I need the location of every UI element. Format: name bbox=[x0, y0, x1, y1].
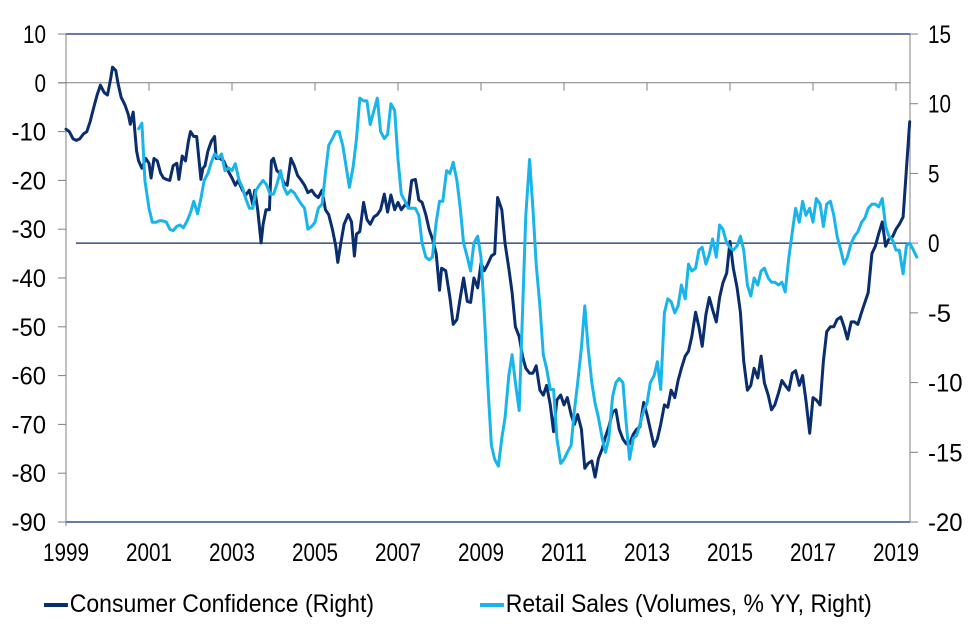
left-axis-tick-label: -60 bbox=[12, 363, 47, 391]
plot-frame bbox=[66, 33, 910, 523]
x-axis-tick-label: 2013 bbox=[624, 539, 670, 567]
right-axis-tick-label: -10 bbox=[928, 370, 963, 398]
legend-swatch-consumer-confidence bbox=[44, 602, 68, 607]
legend-item-consumer-confidence: Consumer Confidence (Right) bbox=[44, 590, 374, 619]
right-axis-tick-label: 15 bbox=[928, 21, 951, 49]
consumer-confidence-line bbox=[64, 65, 912, 479]
left-axis-tick-label: -90 bbox=[12, 509, 47, 537]
legend-item-retail-sales: Retail Sales (Volumes, % YY, Right) bbox=[480, 590, 872, 619]
chart: 10 0 -10 -20 -30 -40 -50 -60 -70 -80 -90 15 10 5 0 -5 -1… bbox=[12, 21, 963, 567]
left-axis-tick-label: -30 bbox=[12, 216, 47, 244]
legend-label-retail-sales: Retail Sales (Volumes, % YY, Right) bbox=[505, 590, 872, 618]
left-axis-tick-label: 0 bbox=[35, 70, 47, 98]
left-axis-tick-label: -70 bbox=[12, 411, 47, 439]
x-axis-tick-label: 1999 bbox=[43, 539, 89, 567]
left-axis-tick-label: -40 bbox=[12, 265, 47, 293]
x-axis-tick-label: 2019 bbox=[873, 539, 919, 567]
x-axis-tick-label: 2007 bbox=[375, 539, 421, 567]
right-axis-tick-label: 0 bbox=[928, 230, 940, 258]
left-axis-tick-label: -50 bbox=[12, 314, 47, 342]
x-axis-tick-label: 2011 bbox=[541, 539, 587, 567]
x-axis-tick-label: 2009 bbox=[458, 539, 504, 567]
left-axis-tick-label: -20 bbox=[12, 167, 47, 195]
right-axis-tick-label: 10 bbox=[928, 91, 951, 119]
legend-swatch-retail-sales bbox=[480, 602, 504, 607]
right-axis-tick-label: 5 bbox=[928, 160, 940, 188]
axes bbox=[58, 33, 918, 526]
x-axis-tick-label: 2015 bbox=[707, 539, 753, 567]
x-axis-tick-label: 2003 bbox=[209, 539, 255, 567]
left-axis-tick-label: -10 bbox=[12, 119, 47, 147]
right-axis-tick-label: -5 bbox=[928, 300, 951, 328]
right-axis-tick-label: -20 bbox=[928, 509, 963, 537]
left-axis-tick-label: 10 bbox=[23, 21, 46, 49]
retail-sales-line bbox=[137, 96, 919, 468]
x-axis-tick-label: 2017 bbox=[790, 539, 836, 567]
series-layer bbox=[64, 65, 919, 479]
right-axis-tick-label: -15 bbox=[928, 439, 963, 467]
left-axis-tick-label: -80 bbox=[12, 460, 47, 488]
x-axis-tick-label: 2005 bbox=[292, 539, 338, 567]
legend: Consumer Confidence (Right) Retail Sales… bbox=[0, 590, 977, 630]
x-axis-tick-label: 2001 bbox=[126, 539, 172, 567]
tick-labels: 10 0 -10 -20 -30 -40 -50 -60 -70 -80 -90 15 10 5 0 -5 -1… bbox=[12, 21, 963, 567]
legend-label-consumer-confidence: Consumer Confidence (Right) bbox=[69, 590, 375, 618]
